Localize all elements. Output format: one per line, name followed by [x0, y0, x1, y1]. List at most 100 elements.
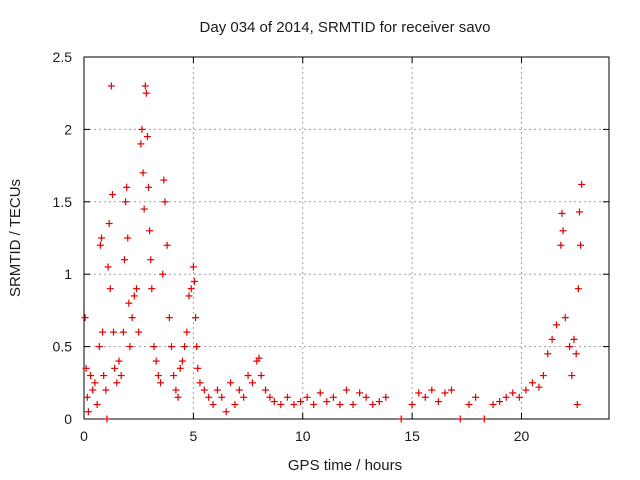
data-point	[87, 372, 95, 380]
data-point	[578, 180, 586, 188]
data-point	[209, 401, 217, 409]
data-point	[95, 343, 103, 351]
data-point	[553, 321, 560, 329]
data-point	[139, 169, 147, 177]
data-point	[189, 263, 197, 271]
data-point	[489, 401, 497, 409]
data-point	[142, 89, 150, 97]
ticks	[83, 56, 609, 420]
data-point	[170, 372, 178, 380]
data-point	[205, 393, 213, 401]
data-point	[262, 386, 270, 394]
data-point	[165, 314, 173, 322]
data-point	[297, 398, 305, 406]
data-point	[428, 386, 436, 394]
y-tick-label: 2	[64, 121, 72, 137]
y-axis-label: SRMTID / TECUs	[7, 179, 24, 297]
data-point	[98, 234, 105, 242]
data-point	[496, 398, 504, 406]
data-point	[356, 389, 364, 397]
y-tick-labels: 0 0.5 1 1.5 2 2.5	[53, 49, 73, 427]
data-point	[143, 133, 151, 141]
data-point	[91, 379, 99, 387]
data-point	[535, 383, 543, 391]
data-point	[200, 386, 208, 394]
data-point	[382, 393, 390, 401]
data-point	[159, 270, 167, 278]
data-point	[566, 343, 574, 351]
data-point	[248, 379, 256, 387]
data-point	[122, 198, 130, 206]
x-tick-labels: 0 5 10 15 20	[80, 428, 529, 444]
data-point	[147, 256, 155, 264]
data-point	[163, 241, 171, 249]
data-point	[152, 357, 160, 365]
data-point	[255, 354, 263, 362]
data-point	[375, 398, 383, 406]
y-tick-label: 1.5	[53, 194, 73, 210]
data-point	[316, 389, 324, 397]
data-point	[119, 328, 127, 336]
data-point	[509, 389, 517, 397]
data-point	[168, 343, 175, 351]
data-point	[572, 350, 580, 358]
data-point	[157, 379, 165, 387]
data-point	[472, 393, 480, 401]
data-point	[138, 125, 146, 133]
data-point	[568, 372, 576, 380]
data-point	[196, 379, 204, 387]
data-point	[434, 398, 442, 406]
y-tick-label: 0.5	[53, 339, 73, 355]
data-point	[336, 401, 344, 409]
data-point	[160, 176, 168, 184]
chart-title: Day 034 of 2014, SRMTID for receiver sav…	[200, 19, 491, 36]
data-point	[192, 314, 200, 322]
data-point	[174, 393, 182, 401]
data-point	[310, 401, 318, 409]
data-point	[185, 292, 193, 300]
data-point	[283, 393, 291, 401]
plot-frame	[83, 56, 610, 420]
data-point	[548, 335, 556, 343]
data-point	[126, 343, 134, 351]
data-point	[528, 379, 536, 387]
data-point	[102, 386, 110, 394]
data-point	[369, 401, 377, 409]
x-tick-label: 5	[189, 428, 197, 444]
data-point	[108, 191, 116, 199]
grid	[84, 57, 609, 419]
data-point	[323, 398, 331, 406]
data-point	[270, 398, 278, 406]
data-point	[137, 140, 145, 148]
data-point	[539, 372, 547, 380]
data-point	[99, 328, 107, 336]
data-point	[277, 401, 285, 409]
data-point	[515, 393, 523, 401]
x-tick-label: 15	[404, 428, 420, 444]
data-point	[421, 393, 429, 401]
data-point	[190, 277, 198, 285]
data-point	[227, 379, 235, 387]
data-point	[103, 415, 111, 423]
data-point	[172, 386, 180, 394]
data-point	[557, 241, 565, 249]
data-point	[574, 285, 582, 293]
data-point	[89, 386, 97, 394]
data-point	[290, 401, 298, 409]
data-point	[408, 401, 416, 409]
data-point	[161, 198, 169, 206]
data-point	[456, 415, 464, 423]
data-point	[93, 401, 101, 409]
data-point	[559, 227, 567, 235]
data-point	[128, 314, 136, 322]
data-point	[120, 256, 128, 264]
x-axis-label: GPS time / hours	[288, 457, 402, 474]
data-point	[145, 183, 153, 191]
data-point	[349, 401, 357, 409]
data-point	[502, 393, 510, 401]
data-point	[105, 220, 113, 228]
data-point	[125, 299, 133, 307]
data-point	[362, 393, 370, 401]
data-point	[522, 386, 530, 394]
